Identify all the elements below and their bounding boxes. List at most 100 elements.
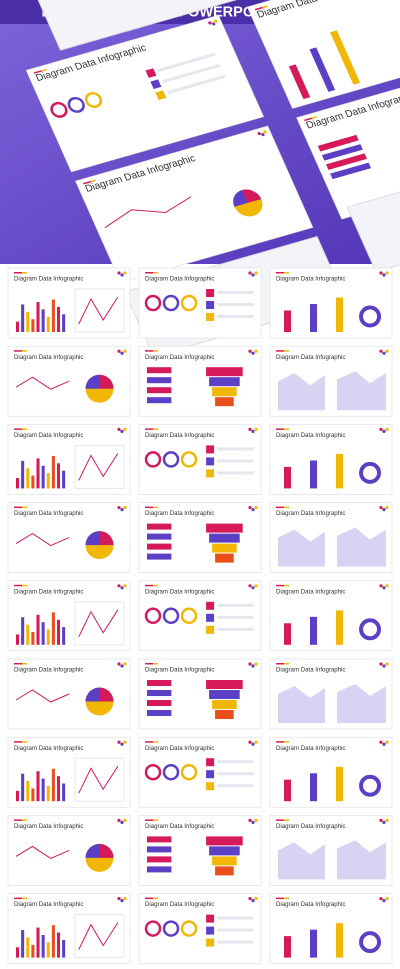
logo-dot [248, 584, 252, 588]
text-line [217, 916, 254, 920]
logo-dot [117, 897, 121, 901]
label-box [206, 758, 215, 767]
funnel-shape [212, 543, 237, 553]
label-box [206, 625, 215, 634]
logo-dot [382, 429, 386, 433]
label-box [330, 162, 372, 180]
logo-dot [248, 740, 252, 744]
logo-dot [248, 506, 252, 510]
bar-shape [26, 937, 30, 958]
slide-thumbnail: Diagram Data Infographic [269, 267, 393, 339]
bar-shape [336, 610, 343, 645]
funnel-shape [206, 836, 243, 846]
slide-thumbnail: Diagram Data Infographic [7, 580, 131, 652]
accent [276, 272, 284, 274]
slide-thumbnail: Diagram Data Infographic [7, 424, 131, 495]
bar-shape [46, 316, 50, 332]
funnel-shape [215, 397, 234, 407]
logo-dot [120, 429, 124, 433]
bar-shape [62, 627, 66, 645]
text-line [217, 772, 254, 776]
bar-shape [46, 629, 50, 645]
accent [22, 819, 27, 821]
line-shape [15, 376, 70, 390]
bar-shape [309, 47, 336, 92]
hero-slide-edge [31, 0, 254, 51]
accent [22, 584, 27, 587]
gauge-shape [162, 451, 180, 468]
panel [74, 444, 125, 489]
slide-thumbnail: Diagram Data Infographic [7, 893, 131, 964]
funnel-shape [209, 690, 240, 699]
logo-dot [208, 21, 212, 25]
logo-dot [248, 662, 252, 666]
bar-shape [56, 463, 61, 489]
accent [276, 584, 284, 587]
label-box [147, 367, 172, 374]
logo-dot [123, 506, 127, 510]
gauge-shape [144, 607, 162, 625]
text-line [217, 471, 254, 475]
logo-dot [254, 662, 258, 666]
accent [145, 819, 153, 821]
gauge-shape [180, 451, 198, 468]
label-box [206, 938, 215, 947]
accent [153, 428, 158, 430]
bar-shape [36, 302, 40, 332]
logo-dot [251, 586, 255, 590]
label-box [317, 134, 359, 152]
accent [22, 350, 27, 352]
accent [22, 428, 27, 430]
logo-dot [379, 271, 383, 275]
logo-dot [261, 133, 265, 137]
slide-thumbnail: Diagram Data Infographic [138, 502, 262, 573]
ring-part [99, 531, 114, 546]
logo-dot [248, 271, 252, 275]
slide-thumbnail: Diagram Data Infographic [269, 580, 393, 652]
label-box [206, 313, 215, 321]
accent [276, 897, 284, 900]
panel [74, 601, 125, 646]
slide-thumbnail: Diagram Data Infographic [7, 502, 131, 573]
bar-shape [51, 768, 55, 802]
text-line [217, 291, 254, 294]
slide-title: Diagram Data Infographic [14, 901, 83, 908]
accent [22, 897, 27, 900]
slide-thumbnail: Diagram Data Infographic [7, 267, 131, 339]
gauge-shape [162, 294, 180, 312]
slide-thumbnail: Diagram Data Infographic [138, 893, 262, 964]
label-box [147, 680, 172, 686]
funnel-shape [215, 710, 234, 719]
donut-shape [359, 305, 382, 328]
logo-dot [385, 271, 389, 275]
logo-dot [382, 742, 386, 746]
bar-shape [284, 779, 291, 802]
slide-thumbnail: Diagram Data Infographic [269, 658, 393, 730]
accent [262, 5, 268, 9]
donut-shape [359, 931, 382, 954]
logo-dot [385, 662, 389, 666]
bar-shape [41, 934, 45, 958]
bar-shape [36, 614, 40, 645]
slide-title: Diagram Data Infographic [145, 588, 214, 595]
logo-dot [251, 351, 255, 355]
ring-part [85, 531, 100, 546]
accent [145, 428, 153, 430]
bar-shape [51, 925, 55, 958]
bar-shape [62, 314, 66, 332]
gauge-shape [180, 763, 198, 781]
ring-part [99, 374, 114, 389]
logo-dot [254, 506, 258, 510]
text-line [217, 784, 254, 788]
bar-shape [41, 309, 45, 332]
slide-thumbnail: Diagram Data Infographic [138, 267, 262, 339]
slide-title: Diagram Data Infographic [14, 588, 83, 595]
accent [284, 663, 289, 665]
bar-shape [26, 311, 30, 332]
slide-thumbnail: Diagram Data Infographic [269, 893, 393, 964]
accent [14, 819, 22, 821]
bar-shape [31, 944, 35, 958]
accent [276, 506, 284, 509]
bar-shape [16, 478, 20, 489]
funnel-shape [212, 387, 237, 397]
